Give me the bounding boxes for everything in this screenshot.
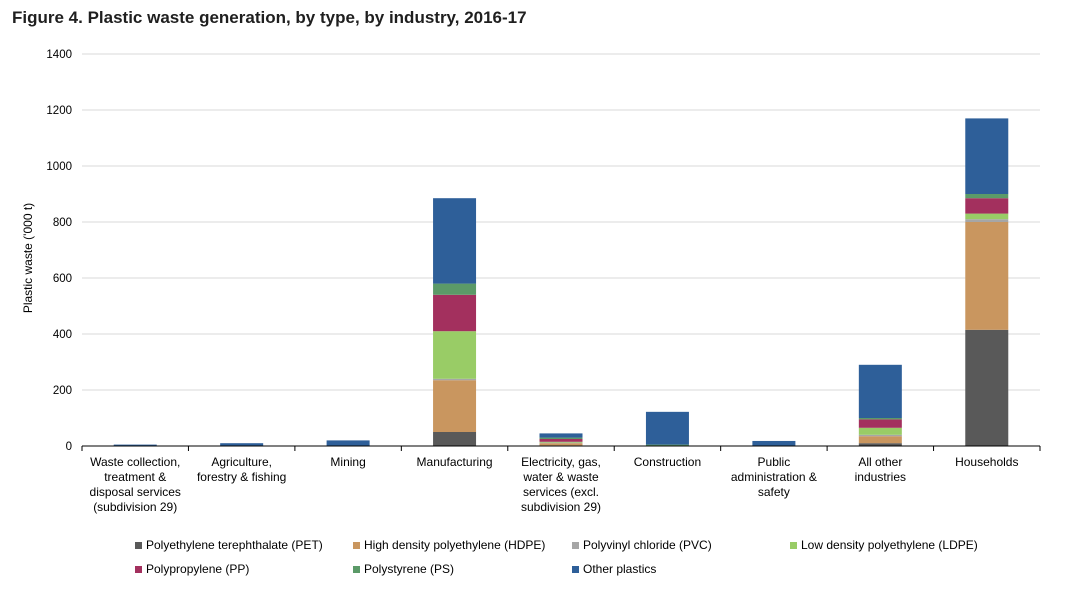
legend-swatch: [572, 542, 579, 549]
gridlines: [82, 53, 1040, 391]
bar-segment: [965, 194, 1009, 199]
bar-segment: [858, 443, 902, 446]
bar-segment: [645, 444, 689, 446]
x-category-label: Waste collection, treatment & disposal ser…: [90, 455, 181, 514]
y-tick-label: 200: [53, 385, 72, 397]
bar-segment: [858, 436, 902, 444]
bar-segment: [858, 419, 902, 428]
bar-segment: [539, 441, 583, 443]
bar-segment: [433, 331, 477, 379]
legend-swatch: [135, 566, 142, 573]
bar-segment: [113, 444, 157, 446]
x-axis-categories: Waste collection, treatment & disposal ser…: [90, 455, 1019, 514]
bar-segment: [858, 418, 902, 420]
bar-segment: [326, 440, 370, 446]
legend-swatch: [790, 542, 797, 549]
bar-segment: [433, 380, 477, 432]
x-category-label: Manufacturing: [417, 455, 493, 469]
legend-swatch: [353, 542, 360, 549]
bar-segment: [433, 283, 477, 295]
legend-label: Low density polyethylene (LDPE): [801, 538, 978, 552]
y-tick-label: 1400: [46, 49, 72, 61]
legend-swatch: [572, 566, 579, 573]
bar-segment: [539, 437, 583, 439]
legend-label: Other plastics: [583, 562, 656, 576]
bar-segment: [965, 219, 1009, 222]
x-category-label: Agriculture, forestry & fishing: [197, 455, 286, 484]
bar-segment: [433, 432, 477, 446]
y-tick-label: 800: [53, 217, 72, 229]
y-tick-label: 1000: [46, 161, 72, 173]
legend-label: High density polyethylene (HDPE): [364, 538, 545, 552]
x-category-label: Construction: [634, 455, 701, 469]
bar-segment: [858, 427, 902, 435]
legend-label: Polystyrene (PS): [364, 562, 454, 576]
bar-segment: [965, 118, 1009, 194]
legend-label: Polyvinyl chloride (PVC): [583, 538, 712, 552]
chart-title: Figure 4. Plastic waste generation, by t…: [12, 8, 527, 27]
y-axis-label: Plastic waste ('000 t): [21, 203, 35, 313]
bar-segment: [965, 329, 1009, 446]
bar-segment: [433, 294, 477, 332]
bar-segment: [433, 198, 477, 284]
x-category-label: All other industries: [855, 455, 906, 484]
bar-segment: [220, 443, 264, 446]
bar-segment: [433, 378, 477, 381]
bar-segment: [645, 411, 689, 445]
bar-segment: [858, 434, 902, 437]
y-tick-label: 1200: [46, 105, 72, 117]
bars: [113, 118, 1009, 446]
bar-segment: [965, 222, 1009, 330]
y-tick-label: 400: [53, 329, 72, 341]
x-axis: [81, 445, 1041, 451]
bar-segment: [539, 442, 583, 444]
x-category-label: Public administration & safety: [731, 455, 817, 499]
legend: Polyethylene terephthalate (PET) High den…: [135, 538, 978, 576]
x-category-label: Mining: [330, 455, 365, 469]
bar-segment: [858, 364, 902, 418]
legend-label: Polypropylene (PP): [146, 562, 249, 576]
x-category-label: Households: [955, 455, 1018, 469]
bar-segment: [539, 433, 583, 438]
bar-segment: [965, 198, 1009, 214]
bar-segment: [539, 439, 583, 442]
y-tick-label: 0: [66, 441, 72, 453]
bar-segment: [965, 213, 1009, 220]
x-category-label: Electricity, gas, water & waste services (…: [521, 455, 601, 514]
y-axis-ticks: 0 200 400 600 800 1000 1200 1400: [46, 49, 72, 453]
bar-segment: [539, 443, 583, 446]
legend-label: Polyethylene terephthalate (PET): [146, 538, 323, 552]
legend-swatch: [135, 542, 142, 549]
y-tick-label: 600: [53, 273, 72, 285]
legend-swatch: [353, 566, 360, 573]
bar-segment: [752, 440, 796, 446]
